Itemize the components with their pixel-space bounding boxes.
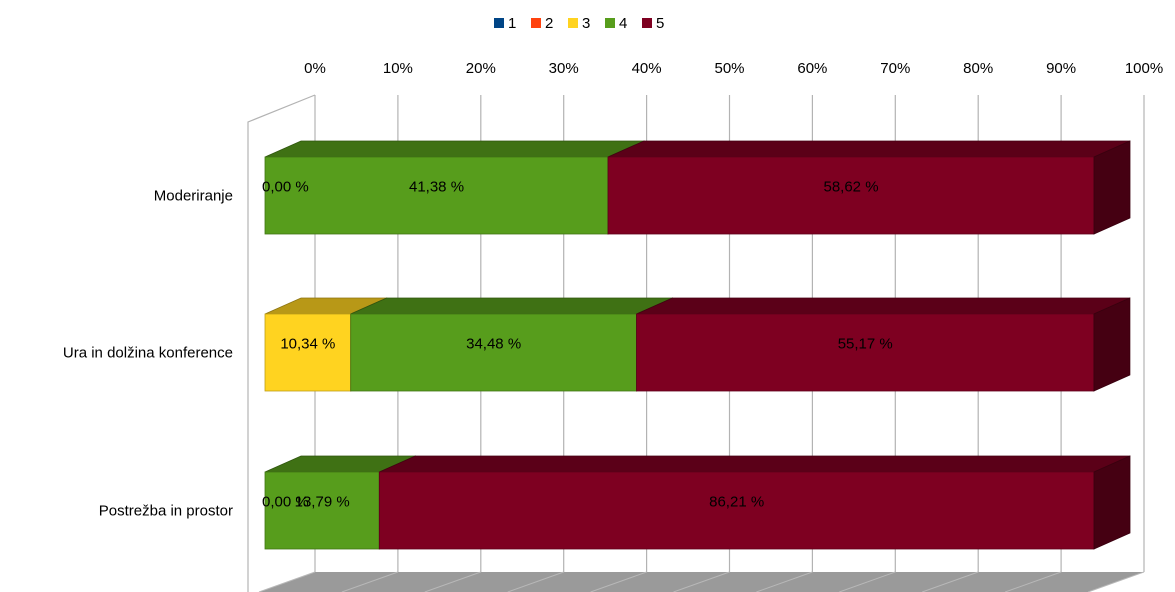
floor-gridline	[673, 571, 730, 592]
data-labels: 0,00 % 41,38 % 58,62 % 10,34 % 34,48 % 55,17 …	[262, 179, 893, 511]
x-axis-tick-labels: 0% 10% 20% 30% 40% 50% 60% 70% 80% 90% 100%	[304, 60, 1163, 77]
chart-walls	[247, 94, 316, 592]
x-tick-label: 80%	[963, 60, 993, 77]
data-label: 10,34 %	[280, 336, 335, 353]
data-label: 34,48 %	[466, 336, 521, 353]
legend-item-4: 4	[605, 15, 627, 32]
legend-swatch	[494, 18, 504, 28]
floor-gridline	[839, 571, 896, 592]
bars	[264, 140, 1131, 550]
legend-item-3: 3	[568, 15, 590, 32]
floor-gridline	[258, 571, 316, 592]
legend-item-1: 1	[494, 15, 516, 32]
data-label: 86,21 %	[709, 494, 764, 511]
bar-moderiranje-series-5	[607, 140, 1131, 235]
data-label: 0,00 %	[262, 494, 309, 511]
x-tick-label: 40%	[632, 60, 662, 77]
legend-label: 3	[582, 15, 590, 32]
x-tick-label: 50%	[714, 60, 744, 77]
data-label: 13,79 %	[295, 494, 350, 511]
x-tick-label: 0%	[304, 60, 326, 77]
x-tick-label: 90%	[1046, 60, 1076, 77]
x-tick-label: 10%	[383, 60, 413, 77]
floor-gridline	[1087, 571, 1145, 592]
data-label: 41,38 %	[409, 179, 464, 196]
floor-gridline	[424, 571, 481, 592]
legend-label: 1	[508, 15, 516, 32]
x-tick-label: 70%	[880, 60, 910, 77]
floor-gridline	[922, 571, 979, 592]
legend-label: 5	[656, 15, 664, 32]
legend-swatch	[642, 18, 652, 28]
data-label: 0,00 %	[262, 179, 309, 196]
legend-item-5: 5	[642, 15, 664, 32]
floor-gridline	[341, 571, 399, 592]
data-label: 58,62 %	[823, 179, 878, 196]
category-labels: Moderiranje Ura in dolžina konference Post…	[63, 188, 233, 520]
bar-moderiranje-series-4	[264, 140, 645, 235]
x-tick-label: 30%	[549, 60, 579, 77]
bar-ura-in-dolzina-konference-series-5	[636, 297, 1131, 392]
x-tick-label: 100%	[1125, 60, 1163, 77]
floor-gridline	[590, 571, 647, 592]
x-tick-label: 20%	[466, 60, 496, 77]
bar-postrezba-in-prostor-series-5	[378, 455, 1131, 550]
x-tick-label: 60%	[797, 60, 827, 77]
legend-swatch	[531, 18, 541, 28]
legend-label: 2	[545, 15, 553, 32]
floor-gridline	[507, 571, 564, 592]
category-label-moderiranje: Moderiranje	[154, 188, 233, 205]
category-label-ura-in-dolzina-konference: Ura in dolžina konference	[63, 345, 233, 362]
category-label-postrezba-in-prostor: Postrežba in prostor	[99, 503, 233, 520]
data-label: 55,17 %	[838, 336, 893, 353]
floor-gridline	[756, 571, 813, 592]
legend-item-2: 2	[531, 15, 553, 32]
legend-swatch	[568, 18, 578, 28]
floor-gridline	[1004, 571, 1062, 592]
legend-label: 4	[619, 15, 627, 32]
legend: 1 2 3 4 5	[494, 15, 664, 32]
legend-swatch	[605, 18, 615, 28]
wall-edge	[247, 94, 316, 592]
